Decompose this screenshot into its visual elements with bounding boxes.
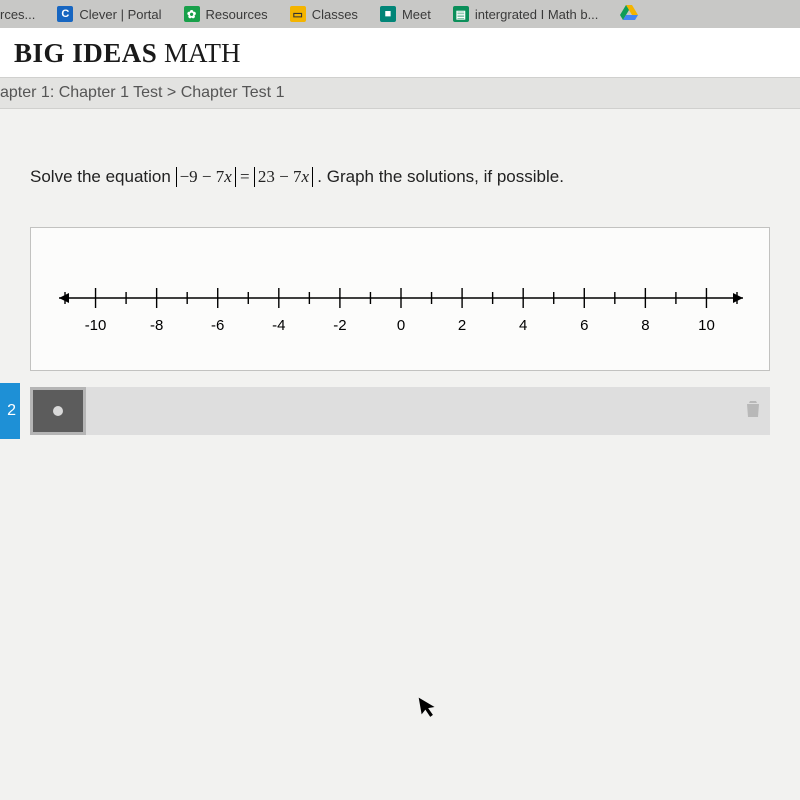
tab-label: Resources	[206, 7, 268, 22]
svg-text:-8: -8	[150, 317, 163, 334]
step-indicator[interactable]: 2	[0, 383, 20, 439]
point-icon	[53, 406, 63, 416]
svg-text:4: 4	[519, 317, 527, 334]
mouse-cursor-icon	[418, 694, 441, 727]
book-icon: ▤	[453, 6, 469, 22]
tab-label: Meet	[402, 7, 431, 22]
tab-label: intergrated I Math b...	[475, 7, 599, 22]
tab-classes[interactable]: ▭ Classes	[290, 6, 358, 22]
svg-text:10: 10	[698, 317, 715, 334]
brand-light: MATH	[157, 38, 240, 68]
numberline-graph[interactable]: -10 -8 -6 -4 -2 0 2 4 6 8 10	[51, 270, 751, 340]
tab-partial-left[interactable]: rces...	[0, 7, 35, 22]
tab-label: Clever | Portal	[79, 7, 161, 22]
drive-icon	[620, 4, 638, 24]
classes-icon: ▭	[290, 6, 306, 22]
tab-resources[interactable]: ✿ Resources	[184, 6, 268, 22]
trash-button[interactable]	[736, 387, 770, 435]
tab-integrated-math[interactable]: ▤ intergrated I Math b...	[453, 6, 599, 22]
tab-clever[interactable]: C Clever | Portal	[57, 6, 161, 22]
svg-text:-2: -2	[333, 317, 346, 334]
resources-icon: ✿	[184, 6, 200, 22]
tab-drive[interactable]	[620, 4, 638, 24]
svg-text:-4: -4	[272, 317, 285, 334]
trash-icon	[745, 400, 761, 423]
meet-icon: ■	[380, 6, 396, 22]
tool-spacer	[86, 387, 736, 435]
tab-label: rces...	[0, 7, 35, 22]
question-post: . Graph the solutions, if possible.	[317, 167, 564, 186]
clever-icon: C	[57, 6, 73, 22]
svg-text:6: 6	[580, 317, 588, 334]
svg-text:0: 0	[397, 317, 405, 334]
svg-text:-6: -6	[211, 317, 224, 334]
step-label: 2	[7, 402, 16, 420]
point-tool-button[interactable]	[30, 387, 86, 435]
svg-text:-10: -10	[85, 317, 107, 334]
breadcrumb[interactable]: apter 1: Chapter 1 Test > Chapter Test 1	[0, 84, 284, 101]
abs-right: 23 − 7x	[254, 167, 313, 187]
abs-left: −9 − 7x	[176, 167, 236, 187]
tab-meet[interactable]: ■ Meet	[380, 6, 431, 22]
brand-header: BIG IDEAS MATH	[0, 28, 800, 77]
question-pre: Solve the equation	[30, 167, 176, 186]
brand-bold: BIG IDEAS	[14, 38, 157, 68]
svg-text:8: 8	[641, 317, 649, 334]
question-text: Solve the equation −9 − 7x = 23 − 7x . G…	[30, 167, 770, 187]
svg-text:2: 2	[458, 317, 466, 334]
equation: −9 − 7x = 23 − 7x	[176, 167, 318, 186]
tool-row: 2	[30, 383, 770, 439]
browser-tab-strip: rces... C Clever | Portal ✿ Resources ▭ …	[0, 0, 800, 28]
content-area: Solve the equation −9 − 7x = 23 − 7x . G…	[0, 109, 800, 439]
tab-label: Classes	[312, 7, 358, 22]
breadcrumb-bar: apter 1: Chapter 1 Test > Chapter Test 1	[0, 77, 800, 109]
numberline-container[interactable]: -10 -8 -6 -4 -2 0 2 4 6 8 10	[30, 227, 770, 371]
brand-title: BIG IDEAS MATH	[14, 38, 786, 69]
